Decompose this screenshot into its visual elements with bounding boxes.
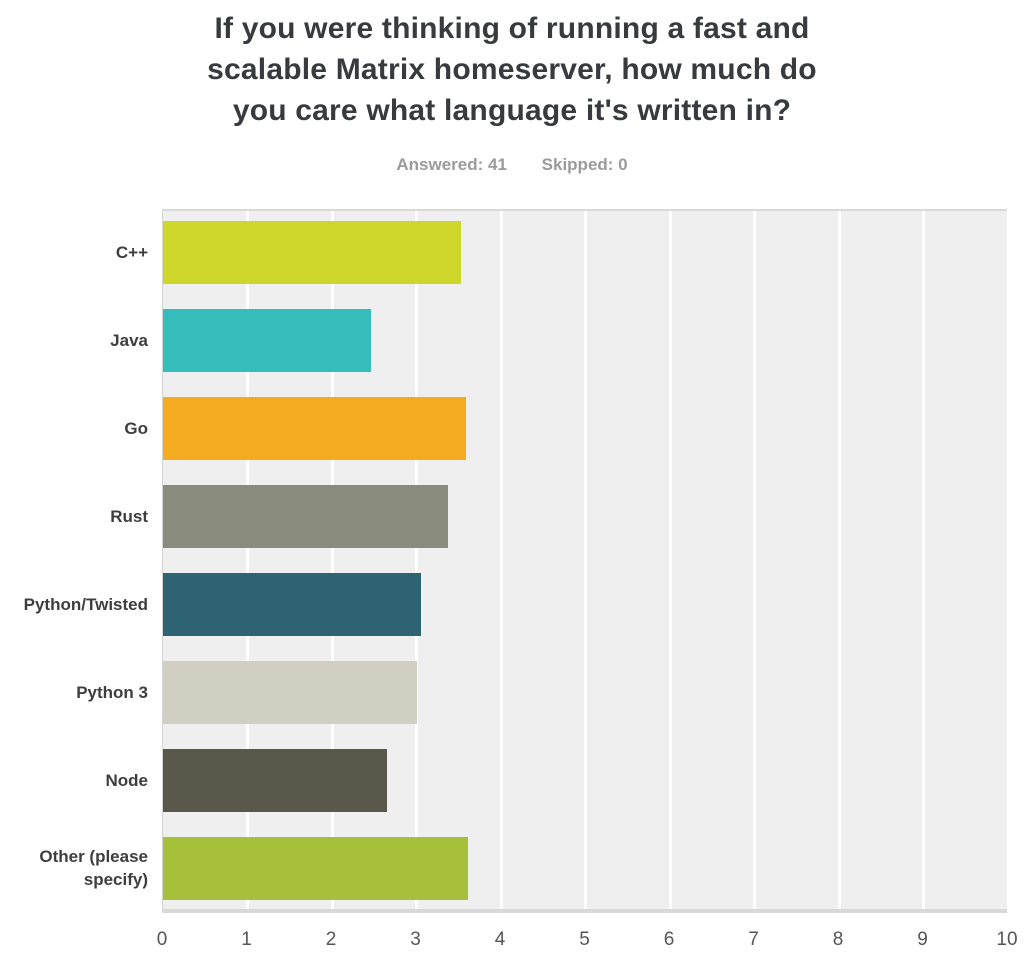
skipped-count: Skipped: 0 xyxy=(541,155,628,174)
plot-area xyxy=(162,209,1007,913)
x-tick-label-7: 7 xyxy=(748,929,759,950)
x-axis-tick-labels: 0 1 2 3 4 5 6 7 8 9 10 xyxy=(157,929,1018,955)
gridline-x2 xyxy=(330,211,334,909)
x-tick-label-9: 9 xyxy=(917,929,928,950)
bar-java xyxy=(163,309,371,372)
category-label-rust: Rust xyxy=(110,506,148,526)
gridline-x9 xyxy=(922,211,925,909)
category-label-go: Go xyxy=(124,418,148,438)
category-label-other-please-specify: Other (please specify) xyxy=(39,847,148,889)
x-tick-label-2: 2 xyxy=(325,929,337,950)
chart-title: If you were thinking of running a fast a… xyxy=(0,8,1024,131)
x-tick-label-4: 4 xyxy=(494,929,506,950)
x-tick-label-10: 10 xyxy=(996,929,1018,950)
bar-node xyxy=(163,749,387,812)
chart-title-line-1: If you were thinking of running a fast a… xyxy=(214,12,810,45)
bar-c xyxy=(163,221,462,284)
bar-go xyxy=(163,397,466,460)
bar-python-3 xyxy=(163,661,417,724)
x-tick-label-0: 0 xyxy=(156,929,168,950)
x-tick-label-1: 1 xyxy=(241,929,252,950)
category-label-java: Java xyxy=(110,330,148,350)
bar-python-twisted xyxy=(163,573,421,636)
category-label-c: C++ xyxy=(115,242,148,262)
answered-count: Answered: 41 xyxy=(396,155,507,174)
category-label-node: Node xyxy=(105,770,149,790)
chart-title-line-2: scalable Matrix homeserver, how much do xyxy=(207,53,817,86)
x-tick-label-6: 6 xyxy=(663,929,675,950)
gridline-x4 xyxy=(499,211,503,909)
category-label-python-3: Python 3 xyxy=(76,682,148,702)
x-tick-label-3: 3 xyxy=(410,929,421,950)
chart-title-line-3: you care what language it's written in? xyxy=(232,94,792,127)
bar-other-please-specify xyxy=(163,837,469,900)
x-tick-label-5: 5 xyxy=(579,929,590,950)
gridline-x6 xyxy=(668,211,672,909)
gridline-x1 xyxy=(246,211,249,909)
gridline-x8 xyxy=(837,211,841,909)
bar-rust xyxy=(163,485,448,548)
gridline-x5 xyxy=(584,211,587,909)
response-stats: Answered: 41 Skipped: 0 xyxy=(0,155,1024,175)
x-tick-label-8: 8 xyxy=(832,929,844,950)
category-label-python-twisted: Python/Twisted xyxy=(23,594,148,614)
gridline-x3 xyxy=(415,211,418,909)
gridline-x7 xyxy=(753,211,756,909)
